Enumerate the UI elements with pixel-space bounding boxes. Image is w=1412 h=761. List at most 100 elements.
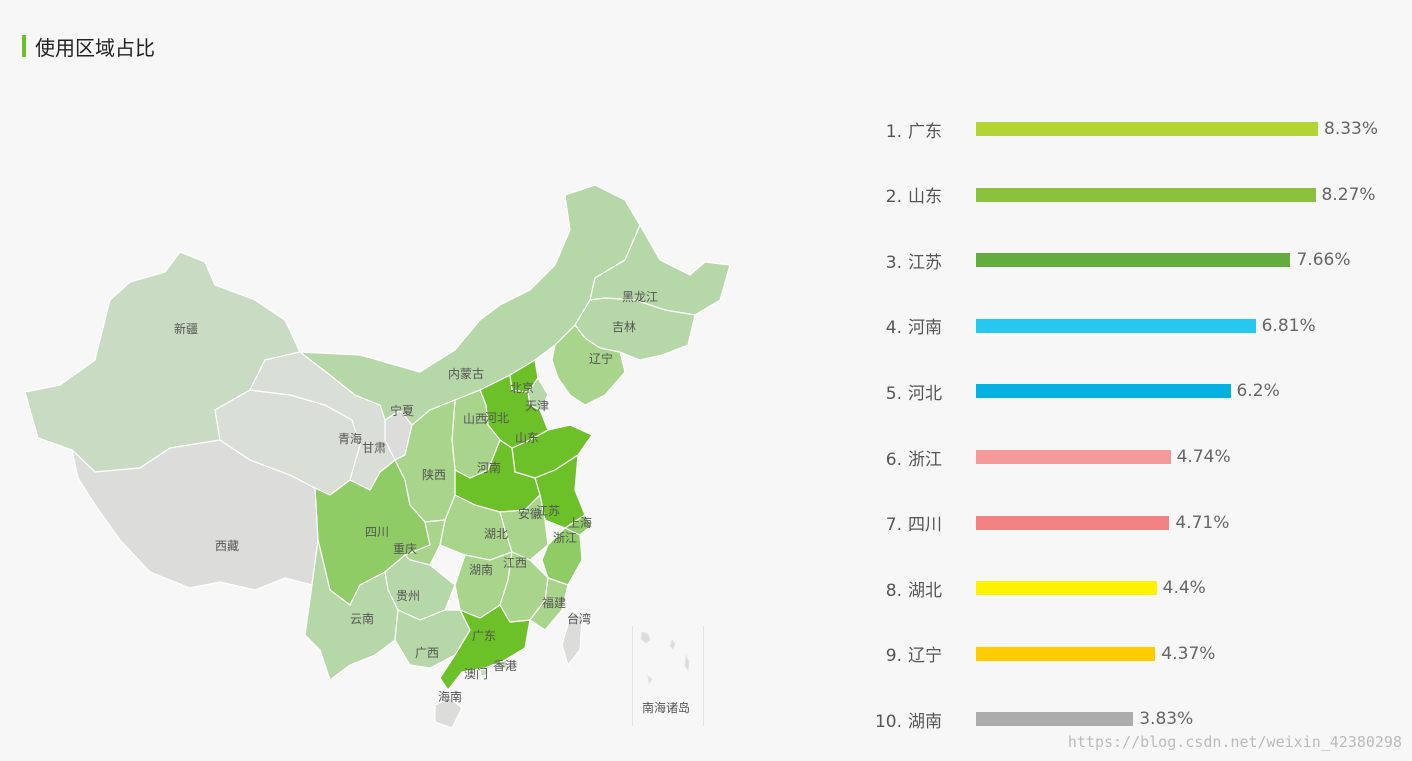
province-shape[interactable] bbox=[434, 697, 463, 729]
province-label: 北京 bbox=[510, 381, 534, 395]
province-label: 山东 bbox=[515, 431, 539, 445]
bar-value-label: 8.27% bbox=[1321, 184, 1376, 205]
province-shape[interactable] bbox=[564, 514, 593, 536]
province-label: 天津 bbox=[525, 399, 549, 413]
province-label: 江苏 bbox=[536, 504, 560, 518]
ranking-label: 6. 浙江 bbox=[860, 445, 964, 470]
province-label: 四川 bbox=[365, 525, 389, 539]
bar bbox=[976, 712, 1134, 727]
province-label: 云南 bbox=[350, 611, 374, 626]
watermark: https://blog.csdn.net/weixin_42380298 bbox=[1067, 733, 1402, 751]
province-label: 澳门 bbox=[464, 666, 488, 681]
province-name: 湖南 bbox=[908, 711, 942, 732]
ranking-row: 9. 辽宁 4.37% bbox=[860, 641, 1216, 667]
bar bbox=[976, 122, 1318, 136]
province-label: 广西 bbox=[415, 646, 439, 660]
bar-value-label: 4.74% bbox=[1176, 447, 1231, 467]
province-label: 重庆 bbox=[393, 542, 417, 556]
province-name: 四川 bbox=[908, 515, 942, 536]
province-name: 河北 bbox=[908, 383, 942, 404]
rank-number: 6. bbox=[885, 449, 902, 470]
province-shape[interactable] bbox=[527, 377, 549, 411]
ranking-label: 4. 河南 bbox=[860, 313, 964, 338]
ranking-row: 2. 山东 8.27% bbox=[860, 183, 1376, 208]
province-shape[interactable] bbox=[394, 609, 471, 669]
province-label: 甘肃 bbox=[362, 441, 386, 455]
province-label: 浙江 bbox=[553, 531, 577, 545]
province-name: 浙江 bbox=[908, 449, 942, 470]
bar bbox=[976, 646, 1156, 661]
province-label: 南海诸岛 bbox=[642, 700, 690, 715]
ranking-label: 9. 辽宁 bbox=[860, 641, 964, 666]
nanhai-island-shape bbox=[647, 674, 653, 685]
province-shape[interactable] bbox=[495, 659, 509, 671]
rank-number: 10. bbox=[874, 711, 902, 732]
province-label: 安徽 bbox=[518, 506, 542, 521]
province-shape[interactable] bbox=[529, 577, 569, 631]
province-label: 辽宁 bbox=[589, 351, 613, 366]
nanhai-island-shape bbox=[669, 638, 676, 650]
ranking-row: 1. 广东 8.33% bbox=[860, 117, 1378, 142]
bar-value-label: 3.83% bbox=[1139, 709, 1194, 730]
ranking-row: 10. 湖南 3.83% bbox=[860, 707, 1194, 732]
nanhai-island-shape bbox=[684, 654, 690, 672]
province-label: 西藏 bbox=[215, 539, 239, 553]
rank-number: 3. bbox=[885, 252, 902, 273]
bar bbox=[976, 581, 1157, 596]
ranking-row: 6. 浙江 4.74% bbox=[860, 445, 1231, 470]
province-label: 河北 bbox=[485, 411, 509, 425]
ranking-label: 7. 四川 bbox=[860, 510, 964, 535]
province-label: 陕西 bbox=[422, 467, 446, 482]
ranking-label: 8. 湖北 bbox=[860, 576, 964, 601]
rank-number: 9. bbox=[885, 646, 902, 667]
bar-value-label: 6.81% bbox=[1261, 315, 1316, 336]
province-label: 宁夏 bbox=[390, 403, 414, 418]
section-header: 使用区域占比 bbox=[22, 34, 155, 60]
ranking-row: 8. 湖北 4.4% bbox=[860, 576, 1206, 601]
province-label: 山西 bbox=[463, 412, 487, 426]
province-label: 内蒙古 bbox=[448, 366, 484, 381]
bar-value-label: 4.37% bbox=[1161, 643, 1216, 664]
bar bbox=[976, 253, 1291, 268]
bar bbox=[976, 384, 1231, 399]
rank-number: 1. bbox=[885, 121, 902, 142]
province-shape[interactable] bbox=[561, 609, 583, 666]
bar-value-label: 4.71% bbox=[1175, 512, 1230, 533]
nanhai-island-shape bbox=[640, 631, 651, 644]
province-shape[interactable] bbox=[499, 494, 549, 561]
ranking-row: 3. 江苏 7.66% bbox=[860, 248, 1351, 273]
bar bbox=[976, 450, 1171, 464]
south-china-sea-inset bbox=[632, 626, 704, 726]
ranking-label: 5. 河北 bbox=[860, 379, 964, 404]
province-label: 黑龙江 bbox=[622, 290, 658, 304]
rank-number: 7. bbox=[885, 515, 902, 536]
province-label: 广东 bbox=[472, 629, 496, 643]
bar bbox=[976, 318, 1256, 333]
province-shape[interactable] bbox=[479, 667, 489, 677]
ranking-label: 1. 广东 bbox=[860, 117, 964, 142]
ranking-row: 5. 河北 6.2% bbox=[860, 379, 1280, 404]
province-label: 湖北 bbox=[484, 526, 508, 541]
bar-value-label: 6.2% bbox=[1236, 381, 1280, 402]
rank-number: 2. bbox=[885, 187, 902, 208]
rank-number: 4. bbox=[885, 318, 902, 339]
province-label: 福建 bbox=[542, 595, 566, 610]
province-label: 江西 bbox=[503, 556, 527, 570]
bar-value-label: 7.66% bbox=[1296, 250, 1351, 271]
province-name: 江苏 bbox=[908, 252, 942, 273]
province-label: 香港 bbox=[493, 659, 517, 673]
province-name: 广东 bbox=[908, 121, 942, 142]
bar bbox=[976, 515, 1170, 530]
province-shape[interactable] bbox=[574, 297, 696, 361]
province-name: 山东 bbox=[908, 187, 942, 208]
rank-number: 8. bbox=[885, 580, 902, 601]
ranking-label: 3. 江苏 bbox=[860, 248, 964, 273]
province-label: 吉林 bbox=[612, 320, 636, 334]
title-accent-bar bbox=[22, 35, 26, 57]
province-label: 新疆 bbox=[174, 321, 198, 336]
bar-value-label: 4.4% bbox=[1162, 578, 1206, 599]
province-label: 台湾 bbox=[567, 611, 591, 626]
province-name: 河南 bbox=[908, 318, 942, 339]
province-name: 湖北 bbox=[908, 580, 942, 601]
